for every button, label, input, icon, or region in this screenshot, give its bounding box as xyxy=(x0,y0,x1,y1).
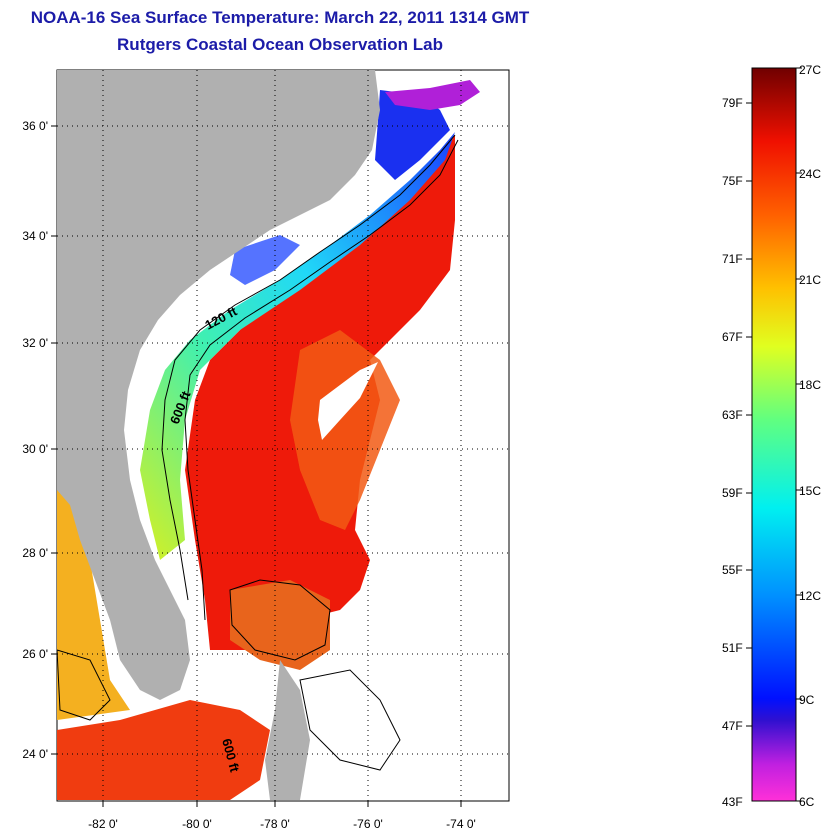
colorbar-ticks xyxy=(746,67,802,802)
colorbar-f-label: 47F xyxy=(722,719,743,733)
lat-label: 26 0' xyxy=(22,647,48,661)
bahamas-contours xyxy=(57,579,401,771)
colorbar-f-label: 71F xyxy=(722,252,743,266)
lat-label: 28 0' xyxy=(22,546,48,560)
nearshore-cold-region xyxy=(230,235,300,285)
gulf-of-mexico-region xyxy=(57,490,130,720)
colorbar-c-label: 15C xyxy=(799,484,821,498)
lon-label: -78 0' xyxy=(260,817,290,831)
sound-cold-region xyxy=(375,90,450,180)
cuba-land xyxy=(265,660,310,800)
colorbar-f-label: 63F xyxy=(722,408,743,422)
colorbar-f-label: 51F xyxy=(722,641,743,655)
colorbar-f-label: 75F xyxy=(722,174,743,188)
colorbar-f-label: 79F xyxy=(722,96,743,110)
colorbar-c-label: 18C xyxy=(799,378,821,392)
straits-warm-region xyxy=(57,700,270,800)
colorbar-f-label: 43F xyxy=(722,795,743,809)
offshore-warm-region xyxy=(290,330,400,530)
lon-label: -74 0' xyxy=(446,817,476,831)
isobath-600ft xyxy=(184,139,459,621)
colorbar-c-label: 27C xyxy=(799,63,821,77)
cloud-gap xyxy=(318,362,378,440)
graticule xyxy=(57,70,509,801)
lat-label: 34 0' xyxy=(22,229,48,243)
colorbar-c-label: 9C xyxy=(799,693,815,707)
land-mass xyxy=(57,70,380,700)
colorbar-f-label: 55F xyxy=(722,563,743,577)
colorbar xyxy=(751,67,797,802)
chart-subtitle: Rutgers Coastal Ocean Observation Lab xyxy=(117,35,443,54)
colorbar-c-label: 24C xyxy=(799,167,821,181)
lat-label: 30 0' xyxy=(22,442,48,456)
axis-ticks xyxy=(51,125,462,807)
lon-label: -80 0' xyxy=(182,817,212,831)
colorbar-f-label: 67F xyxy=(722,330,743,344)
isobath-120ft xyxy=(161,134,456,601)
lat-label: 36 0' xyxy=(22,119,48,133)
colorbar-c-label: 6C xyxy=(799,795,815,809)
lat-label: 32 0' xyxy=(22,336,48,350)
lon-label: -76 0' xyxy=(353,817,383,831)
sound-purple-region xyxy=(385,80,480,110)
colorbar-c-label: 21C xyxy=(799,273,821,287)
colorbar-f-label: 59F xyxy=(722,486,743,500)
bahamas-warm-region xyxy=(230,580,330,670)
lat-label: 24 0' xyxy=(22,747,48,761)
chart-title: NOAA-16 Sea Surface Temperature: March 2… xyxy=(30,8,530,27)
colorbar-c-label: 12C xyxy=(799,589,821,603)
shelf-water-region xyxy=(140,132,455,560)
lon-label: -82 0' xyxy=(88,817,118,831)
